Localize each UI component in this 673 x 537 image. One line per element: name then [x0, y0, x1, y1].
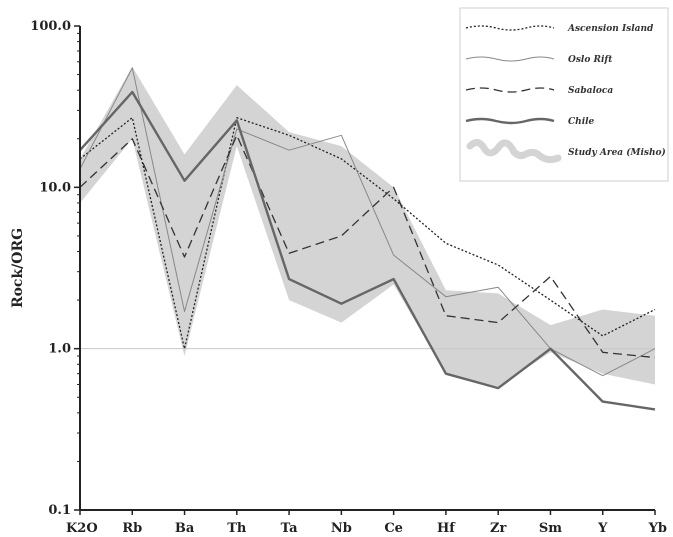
- legend-item: Chile: [465, 117, 595, 127]
- axes: [79, 26, 655, 511]
- study-area-band-layer: [80, 66, 655, 387]
- x-tick-label: Rb: [122, 521, 142, 536]
- legend-label: Chile: [568, 117, 595, 127]
- legend: Ascension Island Oslo Rift Sabaloca Chile St…: [459, 7, 669, 182]
- series-line-oslo-rift: [79, 67, 656, 377]
- x-tick-label: Sm: [539, 521, 562, 536]
- study-area-band: [80, 66, 655, 387]
- y-ticks: 100.0 10.0 1.0 0.1: [30, 19, 80, 518]
- series-line-chile: [79, 90, 656, 411]
- x-tick-label: Ce: [384, 521, 403, 536]
- legend-item: Sabaloca: [465, 86, 613, 96]
- y-tick-label: 10.0: [39, 180, 71, 195]
- x-tick-label: Ta: [281, 521, 298, 536]
- legend-label: Ascension Island: [567, 24, 654, 34]
- x-ticks: K2O Rb Ba Th Ta Nb Ce Hf Zr Sm Y Yb: [66, 510, 667, 536]
- legend-item: Study Area (Misho): [466, 139, 666, 164]
- y-tick-label: 0.1: [48, 503, 71, 518]
- legend-label: Study Area (Misho): [568, 147, 666, 158]
- x-tick-label: Y: [597, 521, 608, 536]
- legend-items: Ascension Island Oslo Rift Sabaloca Chile St…: [465, 24, 666, 164]
- legend-swatch-solid-thin: [465, 56, 555, 62]
- x-tick-label: Ba: [175, 521, 195, 536]
- legend-label: Oslo Rift: [568, 55, 613, 65]
- series-line-sabaloca: [79, 134, 656, 359]
- legend-swatch-dashed: [465, 87, 555, 93]
- legend-swatch-band: [466, 139, 562, 164]
- legend-label: Sabaloca: [568, 86, 613, 96]
- y-tick-label: 1.0: [48, 342, 71, 357]
- x-tick-label: Yb: [648, 521, 667, 536]
- y-tick-label: 100.0: [30, 19, 71, 34]
- legend-item: Oslo Rift: [465, 55, 613, 65]
- y-axis-title: Rock/ORG: [10, 228, 26, 308]
- x-tick-label: Nb: [331, 521, 352, 536]
- x-tick-label: K2O: [66, 521, 98, 536]
- legend-item: Ascension Island: [465, 24, 654, 34]
- legend-swatch-solid-thick: [465, 117, 555, 125]
- x-tick-label: Zr: [490, 521, 506, 536]
- legend-swatch-dotted: [465, 25, 555, 31]
- series-lines-layer: [79, 67, 656, 411]
- series-line-ascension-island: [79, 117, 656, 350]
- x-tick-label: Hf: [437, 521, 456, 536]
- x-tick-label: Th: [227, 521, 247, 536]
